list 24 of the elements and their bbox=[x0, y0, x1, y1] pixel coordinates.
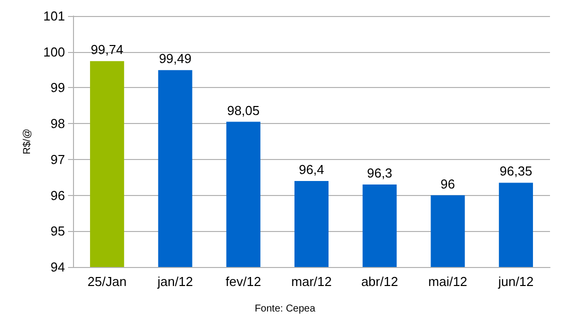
x-tick-label: jan/12 bbox=[156, 274, 193, 289]
data-label: 99,74 bbox=[90, 42, 124, 58]
data-label: 99,49 bbox=[158, 51, 192, 66]
y-tick-label: 100 bbox=[43, 44, 65, 60]
source-note: Fonte: Cepea bbox=[254, 304, 316, 314]
y-tick-label: 94 bbox=[50, 260, 65, 274]
x-tick-label: mar/12 bbox=[291, 274, 332, 289]
y-tick-label: 98 bbox=[50, 116, 65, 132]
y-tick-label: 97 bbox=[50, 152, 65, 167]
x-tick-label: abr/12 bbox=[361, 274, 398, 289]
y-tick-label: 96 bbox=[50, 188, 65, 203]
x-tick-label: fev/12 bbox=[226, 274, 262, 289]
y-tick-label: 101 bbox=[43, 8, 65, 24]
y-tick-label: 99 bbox=[50, 80, 65, 96]
data-label: 96 bbox=[440, 176, 456, 192]
data-label: 96,4 bbox=[298, 162, 324, 177]
x-tick-label: jun/12 bbox=[497, 274, 534, 289]
data-label: 98,05 bbox=[227, 102, 260, 118]
y-tick-label: 95 bbox=[50, 224, 65, 239]
x-tick-label: 25/Jan bbox=[88, 274, 127, 289]
y-axis-title: R$/@ bbox=[22, 128, 33, 154]
x-tick-label: mai/12 bbox=[428, 274, 468, 289]
data-label: 96,3 bbox=[366, 166, 392, 181]
data-label: 96,35 bbox=[500, 164, 532, 179]
